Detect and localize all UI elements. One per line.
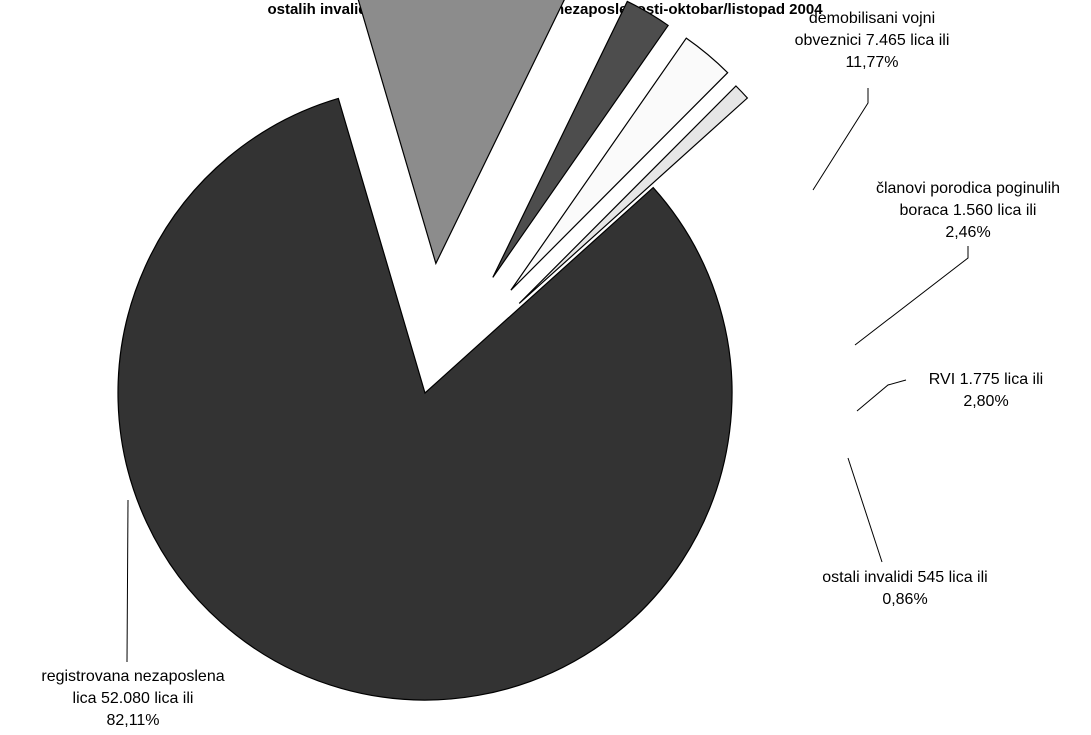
pie-slice-3 xyxy=(492,0,670,278)
slice-label-2: demobilisani vojni obveznici 7.465 lica i… xyxy=(795,10,950,71)
slice-label-line: boraca 1.560 lica ili xyxy=(900,202,1037,219)
pie-slice-2 xyxy=(357,0,565,266)
leader-line-2 xyxy=(812,88,869,191)
slice-label-3: članovi porodica poginulih boraca 1.560 l… xyxy=(876,180,1060,241)
leader-line-5 xyxy=(847,457,883,563)
slice-label-line: članovi porodica poginulih xyxy=(876,180,1060,197)
slice-label-5: ostali invalidi 545 lica ili 0,86% xyxy=(822,569,987,608)
leader-line-1 xyxy=(126,499,129,663)
slice-label-line: obveznici 7.465 lica ili xyxy=(795,32,950,49)
pie-slice-1 xyxy=(117,97,733,701)
slice-label-1: registrovana nezaposlena lica 52.080 lica… xyxy=(41,668,224,729)
slice-label-line: 0,86% xyxy=(882,591,927,608)
slice-label-line: 82,11% xyxy=(106,712,159,729)
slice-label-line: lica 52.080 lica ili xyxy=(73,690,194,707)
slice-label-line: registrovana nezaposlena xyxy=(41,668,224,685)
pie-slice-4 xyxy=(510,37,729,291)
pie-slice-5 xyxy=(518,85,749,304)
leader-line-4 xyxy=(856,379,907,412)
slice-label-4: RVI 1.775 lica ili 2,80% xyxy=(929,371,1043,410)
slice-label-line: demobilisani vojni xyxy=(809,10,935,27)
slice-label-line: RVI 1.775 lica ili xyxy=(929,371,1043,388)
leader-line-3 xyxy=(854,246,969,346)
slice-label-line: ostali invalidi 545 lica ili xyxy=(822,569,987,586)
slice-label-line: 11,77% xyxy=(845,54,898,71)
slice-label-line: 2,46% xyxy=(945,224,990,241)
slice-label-line: 2,80% xyxy=(963,393,1008,410)
